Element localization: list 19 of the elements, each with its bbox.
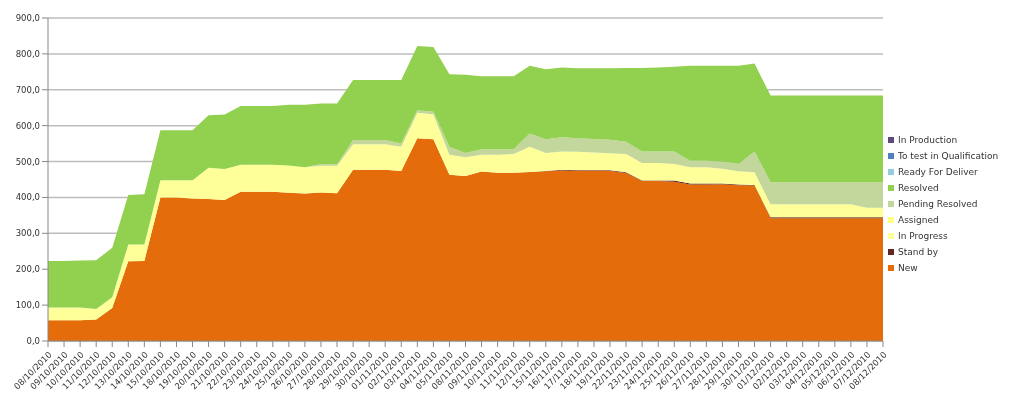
legend-label: Ready For Deliver bbox=[897, 166, 979, 177]
legend-label: To test in Qualification bbox=[897, 150, 1000, 161]
legend-label: In Progress bbox=[897, 230, 949, 241]
y-tick-label: 700,0 bbox=[15, 84, 40, 95]
y-tick-label: 600,0 bbox=[15, 120, 40, 131]
y-tick-label: 300,0 bbox=[15, 228, 40, 239]
legend-label: Assigned bbox=[897, 214, 940, 225]
legend-label: Pending Resolved bbox=[897, 198, 979, 209]
y-tick-label: 500,0 bbox=[15, 156, 40, 167]
legend-label: New bbox=[897, 262, 919, 273]
legend-label: Stand by bbox=[897, 246, 940, 257]
y-tick-label: 400,0 bbox=[15, 192, 40, 203]
y-tick-label: 0,0 bbox=[26, 336, 40, 347]
y-tick-label: 100,0 bbox=[15, 300, 40, 311]
legend-label: Resolved bbox=[897, 182, 940, 193]
legend-label: In Production bbox=[897, 134, 959, 145]
y-tick-label: 800,0 bbox=[15, 48, 40, 59]
y-tick-label: 900,0 bbox=[15, 13, 40, 24]
y-tick-label: 200,0 bbox=[15, 264, 40, 275]
